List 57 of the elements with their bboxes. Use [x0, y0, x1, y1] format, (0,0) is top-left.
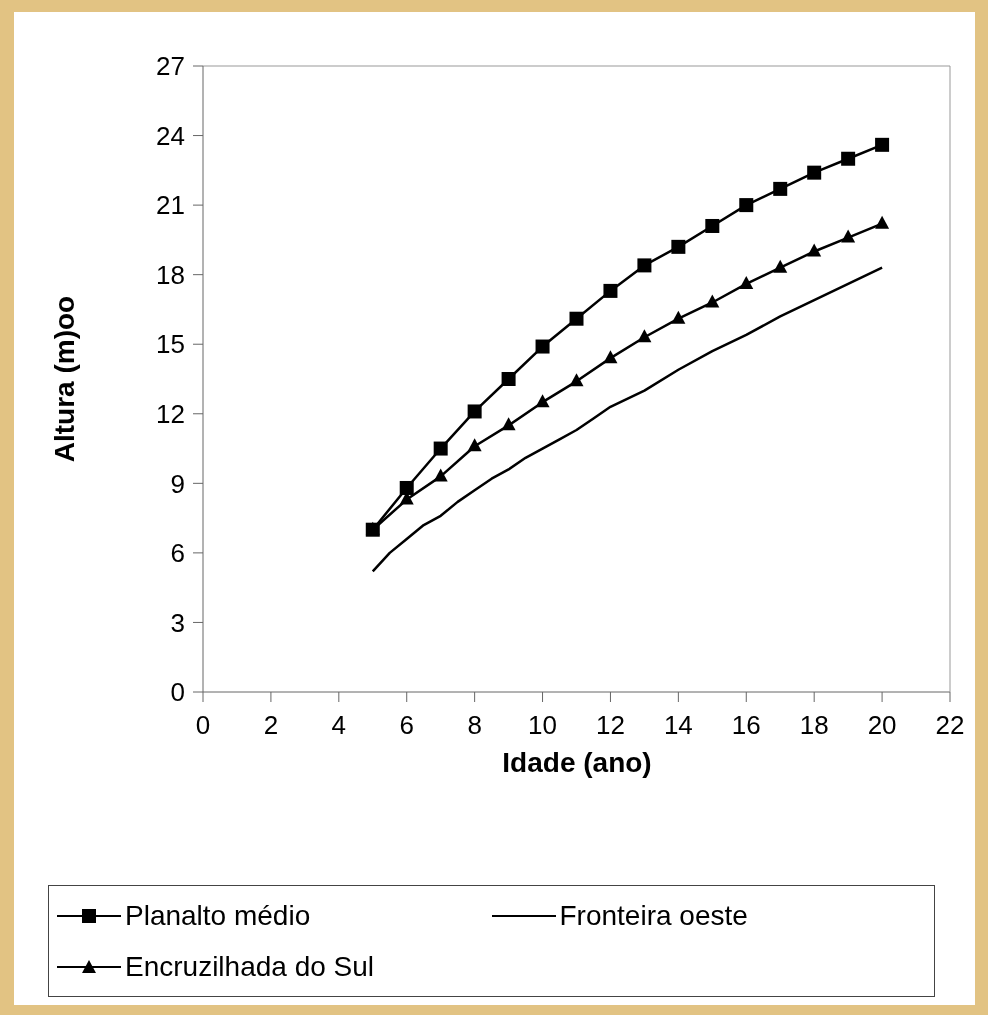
y-axis-title: Altura (m)oo	[48, 295, 80, 463]
x-tick-label: 0	[195, 710, 211, 741]
point	[467, 438, 482, 452]
point	[671, 310, 686, 324]
x-tick-label: 8	[467, 710, 482, 741]
y-tick-label: 15	[156, 329, 185, 360]
x-axis-title: Idade (ano)	[501, 747, 653, 779]
legend-label: Fronteira oeste	[559, 899, 748, 932]
point	[501, 417, 516, 431]
x-tick-label: 20	[867, 710, 897, 741]
point	[773, 259, 788, 273]
point	[433, 441, 448, 456]
legend-label: Planalto médio	[125, 899, 311, 932]
point	[603, 283, 618, 298]
point	[739, 198, 754, 213]
y-tick-label: 3	[170, 607, 185, 638]
y-tick-label: 21	[156, 190, 185, 221]
y-tick-label: 9	[170, 468, 185, 499]
y-tick-label: 0	[170, 677, 185, 708]
point	[807, 243, 822, 257]
point	[569, 311, 584, 326]
x-tick-label: 18	[799, 710, 829, 741]
point	[739, 275, 754, 289]
point	[841, 151, 856, 166]
point	[637, 258, 652, 273]
x-tick-label: 14	[663, 710, 693, 741]
legend-label: Encruzilhada do Sul	[125, 950, 375, 983]
x-tick-label: 22	[935, 710, 965, 741]
point	[773, 181, 788, 196]
y-tick-label: 24	[156, 120, 185, 151]
point	[433, 468, 448, 482]
y-tick-label: 27	[156, 51, 185, 82]
point	[535, 394, 550, 408]
point	[535, 339, 550, 354]
x-tick-label: 16	[731, 710, 761, 741]
line-series	[371, 266, 884, 573]
y-tick-label: 18	[156, 259, 185, 290]
y-tick-label: 12	[156, 399, 185, 430]
point	[637, 329, 652, 343]
point	[875, 137, 890, 152]
point	[467, 404, 482, 419]
point	[875, 215, 890, 229]
x-tick-label: 6	[399, 710, 414, 741]
point	[807, 165, 822, 180]
point	[705, 294, 720, 308]
x-tick-label: 10	[528, 710, 558, 741]
x-tick-label: 2	[263, 710, 279, 741]
y-tick-label: 6	[170, 538, 185, 569]
point	[569, 373, 584, 387]
point	[501, 372, 516, 386]
point	[671, 239, 686, 254]
x-tick-label: 12	[595, 710, 625, 741]
point	[705, 218, 720, 233]
point	[603, 350, 618, 364]
x-tick-label: 4	[331, 710, 347, 741]
point	[841, 229, 856, 243]
point	[399, 480, 414, 495]
